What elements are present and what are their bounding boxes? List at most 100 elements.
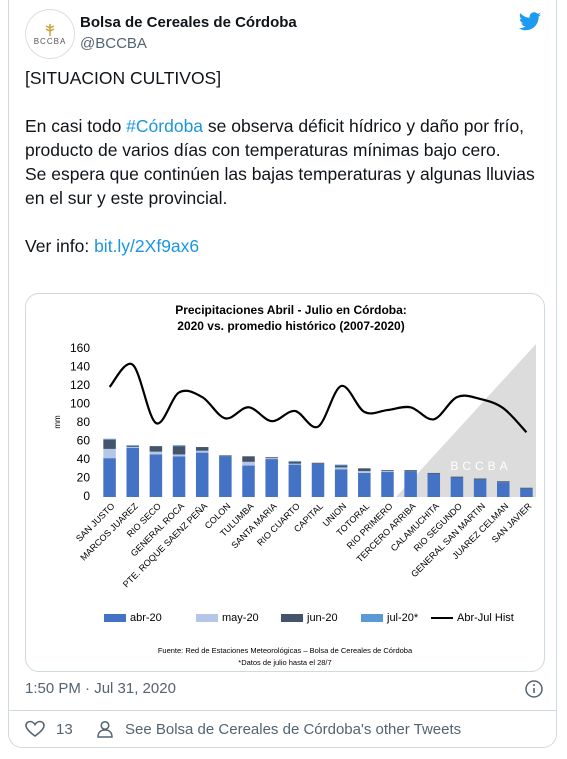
bar-segment <box>381 472 394 497</box>
tweet-text: [SITUACION CULTIVOS] En casi todo #Córdo… <box>25 66 540 282</box>
y-tick-label: 40 <box>77 452 91 466</box>
y-tick-label: 100 <box>70 397 90 411</box>
bar-segment <box>219 456 232 497</box>
bar-segment <box>242 456 255 462</box>
watermark-text: BCCBA <box>450 459 511 473</box>
legend-label: jul-20* <box>386 612 419 624</box>
line <box>108 362 528 434</box>
divider <box>8 710 557 711</box>
bar-segment <box>195 447 209 451</box>
y-tick-label: 80 <box>77 415 91 429</box>
avatar-text: BCCBA <box>33 36 67 46</box>
bar-segment <box>149 454 163 497</box>
text: En casi todo <box>25 116 127 136</box>
text: Ver info: <box>25 236 95 256</box>
bar-segment <box>288 461 302 464</box>
legend-label: jun-20 <box>306 612 338 624</box>
text: se observa déficit hídrico y daño por fr… <box>25 116 525 160</box>
bar-segment <box>126 445 139 447</box>
bar-segment <box>358 472 371 497</box>
bar-segment <box>172 445 186 447</box>
bar-segment <box>311 463 325 497</box>
twitter-logo[interactable] <box>518 12 542 32</box>
bar-segment <box>126 447 139 448</box>
bar-segment <box>195 452 209 497</box>
bar-segment <box>404 471 417 497</box>
chart: BCCBA Precipitaciones Abril - Julio en C… <box>53 303 536 667</box>
bar-segment <box>103 448 116 459</box>
bar-segment <box>381 470 394 472</box>
paragraph: Ver info: bit.ly/2Xf9ax6 <box>25 234 540 258</box>
bar-segment <box>497 482 510 497</box>
bar-segment <box>288 464 302 497</box>
avatar[interactable]: BCCBA <box>25 9 75 59</box>
avatar-icon <box>45 23 55 36</box>
like-count[interactable]: 13 <box>56 721 73 738</box>
bar-segment <box>103 458 116 497</box>
tweet-card <box>8 0 557 748</box>
bar-segment <box>473 478 487 480</box>
y-tick-label: 140 <box>70 360 90 374</box>
bar-segment <box>404 470 417 472</box>
legend-label: Abr-Jul Hist <box>457 612 514 624</box>
chart-title: 2020 vs. promedio histórico (2007-2020) <box>177 319 404 333</box>
y-tick-label: 20 <box>77 471 91 485</box>
text: Se espera que continúen las bajas temper… <box>25 164 535 208</box>
y-tick-label: 60 <box>77 434 91 448</box>
y-tick-label: 120 <box>70 378 90 392</box>
bar-segment <box>103 438 116 440</box>
bar-segment <box>358 471 371 473</box>
bar-segment <box>497 481 510 483</box>
y-tick-label: 160 <box>70 341 90 355</box>
note: *Datos de julio hasta el 28/7 <box>238 658 331 667</box>
timestamp[interactable]: 1:50 PM · Jul 31, 2020 <box>25 680 176 697</box>
bar-segment <box>172 456 186 497</box>
paragraph: En casi todo #Córdoba se observa déficit… <box>25 114 540 210</box>
bar-segment <box>334 465 348 468</box>
bar-segment <box>288 463 302 465</box>
bar-segment <box>450 477 464 497</box>
bar-segment <box>381 471 394 473</box>
legend-label: may-20 <box>222 612 259 624</box>
legend-swatch <box>361 614 383 622</box>
bar-segment <box>334 467 348 470</box>
bar-segment <box>195 450 209 453</box>
chart-image[interactable]: BCCBA Precipitaciones Abril - Julio en C… <box>25 293 545 672</box>
bar-segment <box>149 451 163 455</box>
bar-segment <box>334 469 348 497</box>
bar-segment <box>311 462 325 464</box>
bar-segment <box>265 459 278 497</box>
like-icon[interactable] <box>25 720 45 738</box>
hashtag[interactable]: #Córdoba <box>126 116 204 136</box>
watermark-shape <box>396 344 536 497</box>
y-axis-label: mm <box>53 415 62 429</box>
legend-label: abr-20 <box>130 612 162 624</box>
bar-segment <box>334 464 348 466</box>
bar-segment <box>427 473 441 497</box>
info-icon[interactable] <box>524 679 544 699</box>
author-handle[interactable]: @BCCBA <box>80 35 147 52</box>
chart-title: Precipitaciones Abril - Julio en Córdoba… <box>175 303 407 317</box>
bar-segment <box>288 460 302 462</box>
link[interactable]: bit.ly/2Xf9ax6 <box>94 236 200 256</box>
bar-segment <box>265 457 278 459</box>
bar-segment <box>520 487 533 489</box>
bar-segment <box>242 465 255 497</box>
paragraph: [SITUACION CULTIVOS] <box>25 68 222 88</box>
y-tick-label: 0 <box>83 489 90 503</box>
other-tweets-link[interactable]: See Bolsa de Cereales de Córdoba's other… <box>125 721 462 738</box>
bar-segment <box>172 454 186 457</box>
profile-icon[interactable] <box>96 720 114 738</box>
bar-segment <box>149 446 163 452</box>
legend-swatch <box>104 614 126 622</box>
bar-segment <box>265 458 278 460</box>
bar-segment <box>520 488 533 497</box>
legend-swatch <box>281 614 303 622</box>
author-name[interactable]: Bolsa de Cereales de Córdoba <box>80 14 297 31</box>
bar-segment <box>242 461 255 466</box>
bar-segment <box>427 472 441 474</box>
bar-segment <box>450 476 464 478</box>
bar-segment <box>172 446 186 455</box>
bar-segment <box>103 439 116 449</box>
